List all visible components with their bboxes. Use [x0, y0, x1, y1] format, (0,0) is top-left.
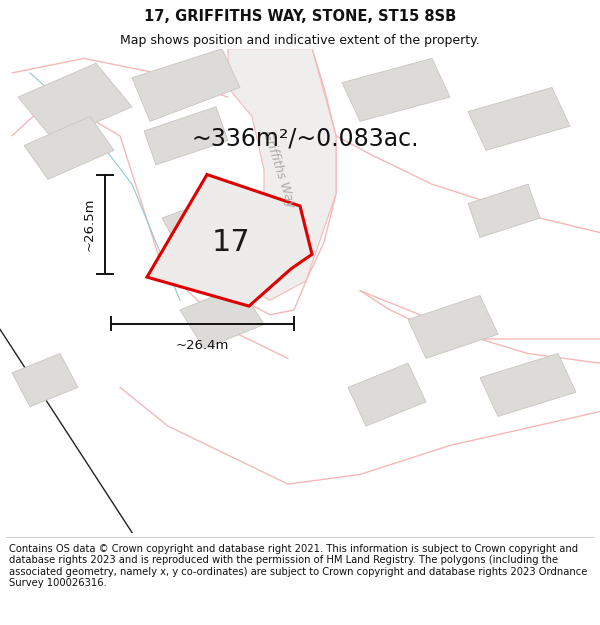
Polygon shape [12, 354, 78, 407]
Text: ~336m²/~0.083ac.: ~336m²/~0.083ac. [192, 126, 419, 150]
Text: ~26.5m: ~26.5m [83, 198, 96, 251]
Polygon shape [180, 286, 264, 349]
Polygon shape [18, 63, 132, 141]
Polygon shape [147, 174, 312, 306]
Polygon shape [468, 88, 570, 151]
Polygon shape [24, 116, 114, 179]
Text: 17, GRIFFITHS WAY, STONE, ST15 8SB: 17, GRIFFITHS WAY, STONE, ST15 8SB [144, 9, 456, 24]
Polygon shape [144, 107, 228, 165]
Text: ~26.4m: ~26.4m [176, 339, 229, 352]
Text: Map shows position and indicative extent of the property.: Map shows position and indicative extent… [120, 34, 480, 47]
Polygon shape [228, 49, 336, 300]
Polygon shape [132, 49, 240, 121]
Polygon shape [468, 184, 540, 238]
Text: Griffiths Way: Griffiths Way [260, 129, 297, 210]
Polygon shape [162, 194, 252, 262]
Polygon shape [348, 363, 426, 426]
Text: 17: 17 [212, 228, 250, 257]
Polygon shape [480, 354, 576, 416]
Polygon shape [342, 58, 450, 121]
Text: Contains OS data © Crown copyright and database right 2021. This information is : Contains OS data © Crown copyright and d… [9, 544, 587, 588]
Polygon shape [408, 296, 498, 358]
